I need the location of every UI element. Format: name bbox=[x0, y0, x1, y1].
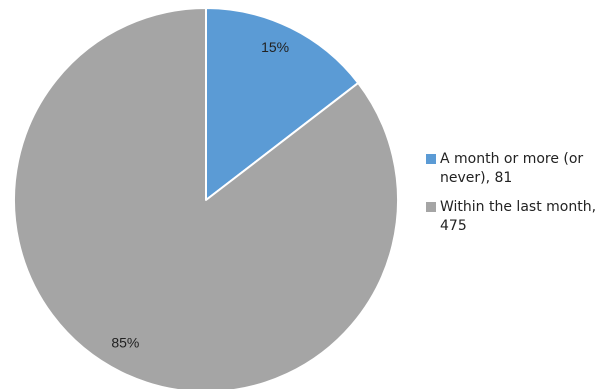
legend-item-month-or-more: A month or more (or never), 81 bbox=[426, 150, 612, 188]
pie-slice-label-0: 15% bbox=[261, 39, 289, 55]
legend-swatch-within-last-month bbox=[426, 202, 436, 212]
legend: A month or more (or never), 81 Within th… bbox=[426, 150, 612, 246]
pie-slice-label-1: 85% bbox=[111, 335, 139, 351]
legend-label-month-or-more: A month or more (or never), 81 bbox=[440, 151, 584, 186]
legend-swatch-month-or-more bbox=[426, 154, 436, 164]
legend-item-within-last-month: Within the last month, 475 bbox=[426, 198, 612, 236]
pie-slice-1 bbox=[13, 7, 399, 389]
pie-slice-0 bbox=[205, 7, 360, 201]
legend-label-within-last-month: Within the last month, 475 bbox=[440, 199, 597, 234]
